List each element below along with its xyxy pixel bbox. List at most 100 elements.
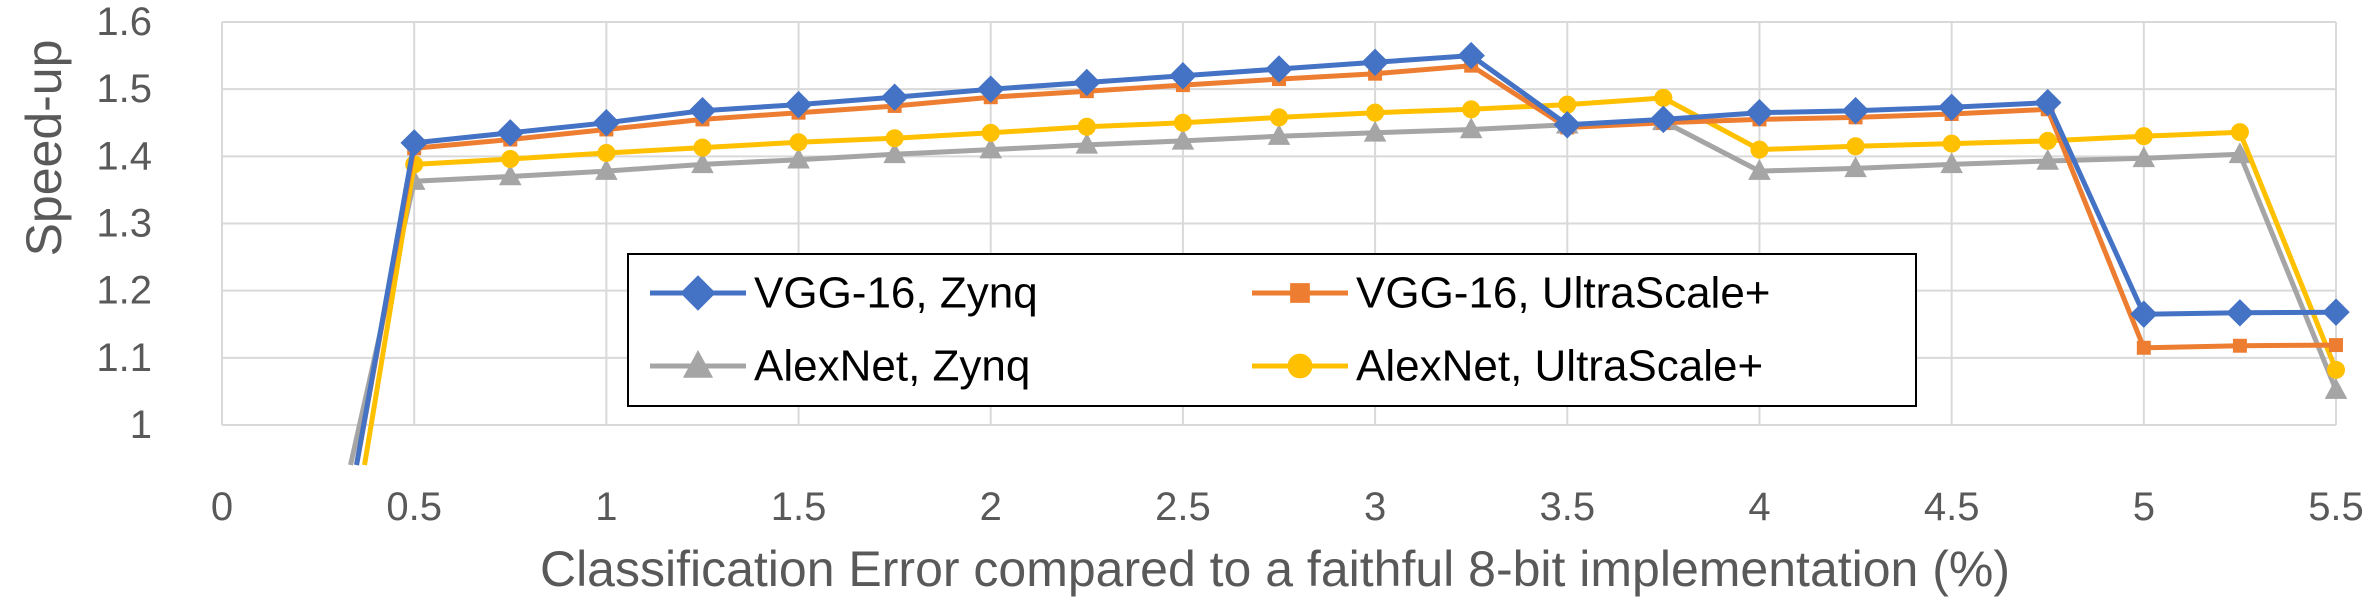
data-point (1844, 156, 1867, 178)
data-point (597, 143, 616, 162)
series-line (354, 53, 2337, 466)
x-tick-label: 5 (2133, 485, 2155, 529)
data-point (498, 164, 522, 186)
data-point (2132, 146, 2156, 168)
data-point (2034, 88, 2062, 117)
data-point (981, 123, 1000, 142)
legend-entry: AlexNet, UltraScale+ (1252, 342, 1763, 391)
data-point (2134, 127, 2153, 146)
legend-label: AlexNet, UltraScale+ (1356, 342, 1763, 391)
data-point (496, 119, 524, 147)
data-point (2136, 340, 2151, 355)
x-tick-label: 2.5 (1155, 485, 1211, 529)
legend-swatch-marker (682, 349, 714, 378)
y-tick-label: 1.2 (96, 269, 152, 313)
data-point (1366, 103, 1385, 122)
data-point (1649, 105, 1678, 134)
data-point (688, 96, 717, 125)
legend-label: VGG-16, UltraScale+ (1356, 269, 1771, 318)
data-point (2232, 338, 2247, 353)
y-tick-label: 1.6 (96, 0, 152, 44)
data-point (1457, 41, 1485, 70)
data-point (2322, 298, 2350, 326)
legend-entry: AlexNet, Zynq (650, 342, 1030, 391)
series-line (362, 95, 2339, 466)
data-point (1363, 120, 1387, 142)
y-tick-label: 1.4 (96, 134, 152, 178)
x-tick-label: 5.5 (2308, 485, 2364, 529)
data-point (787, 147, 810, 169)
data-point (595, 159, 618, 180)
y-tick-label: 1.5 (96, 67, 152, 111)
legend-swatch-marker (680, 275, 716, 311)
data-point (1169, 62, 1197, 90)
legend-entry: VGG-16, Zynq (650, 269, 1038, 318)
legend-box (627, 253, 1917, 407)
data-point (1553, 111, 1581, 139)
x-tick-label: 0.5 (386, 485, 442, 529)
data-point (1459, 117, 1483, 139)
x-tick-label: 2 (980, 485, 1002, 529)
data-point (1558, 95, 1577, 114)
y-axis-title: Speed-up (16, 40, 72, 257)
data-point (691, 152, 714, 174)
data-point (789, 133, 808, 152)
data-point (1750, 140, 1769, 159)
y-tick-label: 1 (130, 403, 152, 447)
data-point (1073, 68, 1101, 97)
data-point (1940, 152, 1963, 174)
legend-swatch-marker (1287, 353, 1313, 379)
data-point (2036, 148, 2060, 170)
legend-entry: VGG-16, UltraScale+ (1252, 269, 1771, 318)
data-point (883, 142, 906, 164)
y-tick-label: 1.1 (96, 336, 152, 380)
data-point (2324, 378, 2348, 399)
x-tick-label: 0 (211, 485, 233, 529)
data-point (1748, 159, 1771, 180)
x-tick-label: 4.5 (1924, 485, 1980, 529)
x-tick-labels: 0 0.5 1 1.5 2 2.5 3 3.5 4 4.5 5 5.5 (211, 485, 2364, 529)
data-point (2226, 299, 2254, 327)
x-tick-label: 4 (1748, 485, 1770, 529)
data-point (1173, 113, 1192, 132)
data-point (2230, 123, 2249, 142)
data-point (1265, 55, 1293, 83)
data-point (693, 138, 712, 157)
x-tick-label: 1 (595, 485, 617, 529)
series-line (348, 118, 2339, 466)
data-point (1841, 96, 1870, 125)
data-point (1171, 128, 1195, 150)
legend-label: AlexNet, Zynq (754, 342, 1030, 391)
data-point (1077, 117, 1096, 136)
data-point (1942, 134, 1961, 153)
data-point (2130, 300, 2158, 328)
data-point (2228, 142, 2252, 164)
data-point (977, 75, 1005, 103)
x-tick-label: 1.5 (771, 485, 827, 529)
data-point (1846, 137, 1865, 156)
data-point (979, 137, 1003, 159)
series-alexnet-ultrascale- (362, 88, 2345, 466)
data-point (1361, 48, 1389, 77)
data-point (501, 150, 520, 169)
y-tick-labels: 1 1.1 1.2 1.3 1.4 1.5 1.6 (96, 0, 152, 447)
data-point (2329, 338, 2343, 353)
data-point (400, 129, 428, 157)
data-point (1270, 108, 1288, 127)
series-line (354, 63, 2337, 466)
legend-swatch-marker (1290, 283, 1310, 303)
series-layer (348, 41, 2350, 466)
x-tick-label: 3.5 (1539, 485, 1595, 529)
legend-label: VGG-16, Zynq (754, 269, 1038, 318)
data-point (2327, 360, 2345, 379)
data-point (1937, 93, 1966, 122)
data-point (1267, 124, 1291, 145)
y-tick-label: 1.3 (96, 202, 152, 246)
data-point (1075, 132, 1099, 154)
x-tick-label: 3 (1364, 485, 1386, 529)
data-point (1654, 88, 1673, 107)
x-axis-title: Classification Error compared to a faith… (540, 541, 2010, 597)
data-point (885, 129, 904, 148)
data-point (592, 109, 621, 137)
